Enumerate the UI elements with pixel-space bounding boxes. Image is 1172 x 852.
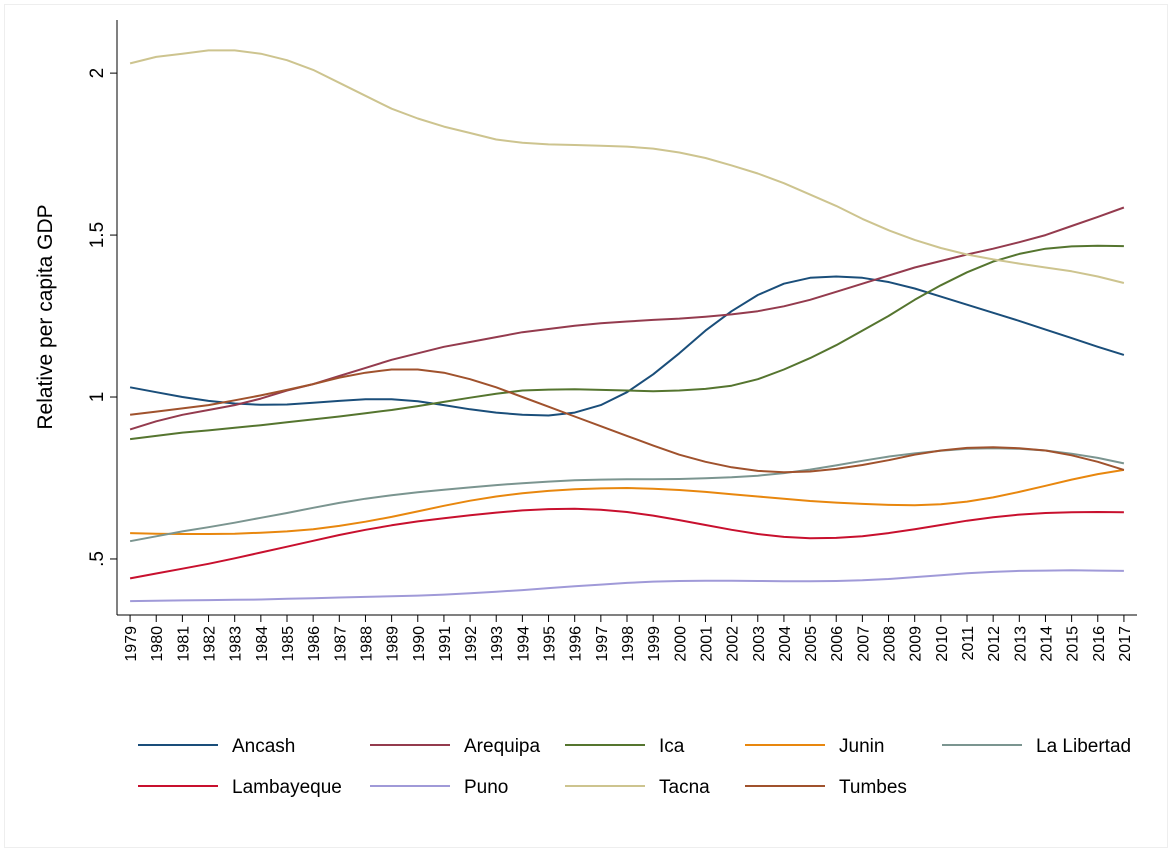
x-tick-label: 1992 — [463, 626, 480, 662]
legend-label: La Libertad — [1036, 736, 1131, 757]
series-line — [129, 244, 1124, 441]
x-tick-label: 1979 — [123, 626, 140, 662]
x-tick-label: 1995 — [542, 626, 559, 662]
y-tick-label: 1 — [87, 392, 108, 403]
series-line — [129, 275, 1125, 417]
x-tick-label: 2010 — [934, 626, 951, 662]
x-tick-label: 1988 — [358, 626, 375, 662]
x-tick-label: 1986 — [306, 626, 323, 662]
x-tick-label: 2011 — [960, 626, 977, 661]
x-tick-label: 1987 — [332, 626, 349, 662]
x-tick-label: 1985 — [280, 626, 297, 662]
x-tick-label: 1999 — [646, 626, 663, 662]
x-tick-label: 2005 — [803, 626, 820, 662]
legend-label: Tumbes — [839, 777, 907, 798]
y-axis-label: Relative per capita GDP — [34, 204, 57, 429]
x-tick-label: 1981 — [175, 626, 192, 662]
y-tick-label: .5 — [87, 551, 108, 567]
x-tick-label: 1991 — [437, 626, 454, 662]
x-tick-label: 2012 — [986, 626, 1003, 662]
legend-label: Puno — [464, 777, 508, 798]
legend-label: Arequipa — [464, 736, 540, 757]
series-line — [129, 49, 1125, 284]
x-tick-label: 1989 — [385, 626, 402, 662]
x-tick-label: 1998 — [620, 626, 637, 662]
x-tick-label: 2017 — [1117, 626, 1134, 662]
x-tick-label: 1993 — [489, 626, 506, 662]
y-tick-label: 2 — [87, 68, 108, 79]
series-line — [129, 368, 1125, 474]
x-tick-label: 2003 — [751, 626, 768, 662]
x-tick-label: 2015 — [1065, 626, 1082, 662]
x-tick-label: 2002 — [725, 626, 742, 662]
x-tick-label: 2004 — [777, 626, 794, 662]
x-tick-label: 1994 — [515, 626, 532, 662]
legend-label: Lambayeque — [232, 777, 342, 798]
frame — [4, 4, 1168, 848]
x-tick-label: 2008 — [882, 626, 899, 662]
x-tick-label: 1997 — [594, 626, 611, 662]
x-tick-label: 1983 — [228, 626, 245, 662]
x-tick-label: 2001 — [698, 626, 715, 662]
legend-label: Ancash — [232, 736, 295, 757]
series-line — [130, 569, 1124, 603]
x-tick-label: 1982 — [202, 626, 219, 662]
x-tick-label: 2000 — [672, 626, 689, 662]
x-tick-label: 2009 — [908, 626, 925, 662]
x-tick-label: 2007 — [855, 626, 872, 662]
legend-label: Junin — [839, 736, 884, 757]
legend-label: Ica — [659, 736, 685, 757]
legend-label: Tacna — [659, 777, 710, 798]
series-line — [130, 468, 1125, 535]
x-tick-label: 2006 — [829, 626, 846, 662]
y-tick-label: 1.5 — [87, 222, 108, 248]
x-tick-label: 1980 — [149, 626, 166, 662]
x-tick-label: 2014 — [1038, 626, 1055, 662]
x-tick-label: 2013 — [1012, 626, 1029, 662]
x-tick-label: 1990 — [411, 626, 428, 662]
x-tick-label: 2016 — [1091, 626, 1108, 662]
x-tick-label: 1984 — [254, 626, 271, 662]
x-tick-label: 1996 — [568, 626, 585, 662]
series-line — [129, 507, 1124, 580]
